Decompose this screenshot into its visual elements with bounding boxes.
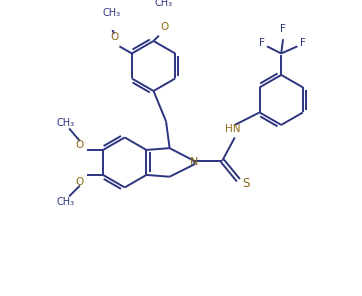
Text: O: O [110, 32, 118, 42]
Text: CH₃: CH₃ [154, 0, 172, 8]
Text: CH₃: CH₃ [102, 8, 121, 18]
Text: O: O [76, 140, 84, 149]
Text: CH₃: CH₃ [56, 197, 75, 207]
Text: F: F [259, 38, 265, 48]
Text: HN: HN [225, 124, 241, 134]
Text: CH₃: CH₃ [56, 118, 75, 128]
Text: S: S [242, 177, 249, 190]
Text: O: O [160, 22, 168, 32]
Text: O: O [76, 177, 84, 187]
Text: N: N [190, 157, 198, 167]
Text: F: F [300, 38, 306, 48]
Text: F: F [280, 24, 286, 34]
